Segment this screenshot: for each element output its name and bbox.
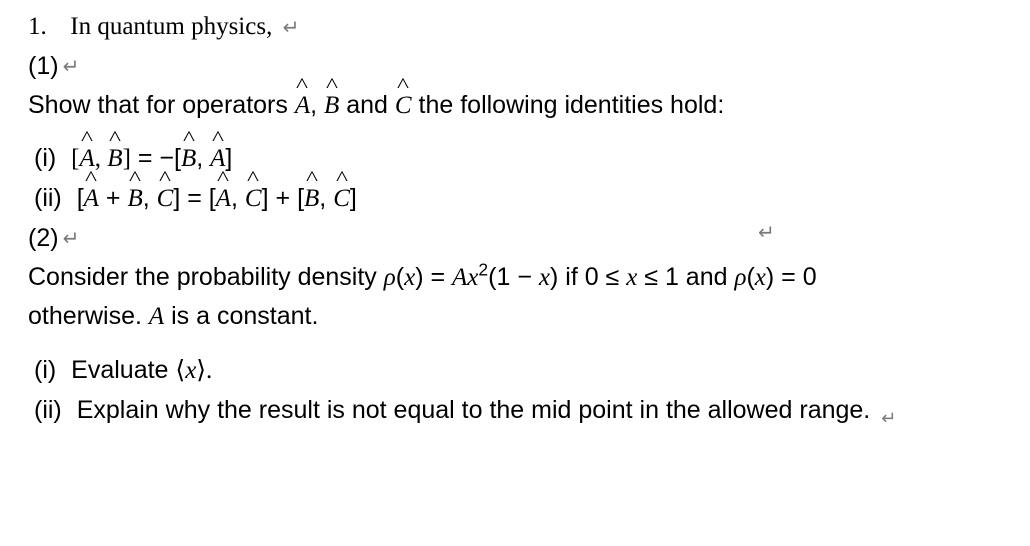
part-2-item-ii: (ii) Explain why the result is not equal… bbox=[28, 391, 1012, 430]
math-text: , bbox=[319, 184, 333, 212]
part-label-text: (1) bbox=[28, 52, 59, 80]
question-number: 1. bbox=[28, 8, 64, 47]
part-2-intro-line2: otherwise. A is a constant. bbox=[28, 297, 1012, 337]
item-text: Evaluate bbox=[71, 356, 175, 384]
part-1-label: (1)↵ bbox=[28, 47, 1012, 86]
identity-1: (i) [A, B] = −[B, A] bbox=[28, 139, 1012, 179]
intro-text: Consider the probability density bbox=[28, 263, 384, 291]
operator-b: B bbox=[127, 180, 142, 219]
item-text: Explain why the result is not equal to t… bbox=[77, 396, 871, 424]
math-x: x bbox=[467, 264, 478, 291]
math-text: ) bbox=[766, 263, 774, 291]
operator-b: B bbox=[181, 140, 196, 179]
paragraph-mark-icon: ↵ bbox=[59, 228, 80, 250]
item-label: (ii) bbox=[34, 396, 70, 424]
operator-b: B bbox=[324, 87, 339, 126]
item-label: (ii) bbox=[34, 184, 70, 212]
question-heading: 1. In quantum physics, ↵ bbox=[28, 8, 1012, 47]
intro-text: is a constant. bbox=[164, 302, 318, 330]
math-text: , bbox=[231, 184, 245, 212]
math-text: = bbox=[180, 184, 209, 212]
math-text: ) bbox=[415, 263, 423, 291]
operator-c: C bbox=[333, 180, 350, 219]
cursor-mark-icon: ↵ bbox=[877, 408, 896, 428]
separator: , bbox=[310, 91, 324, 119]
part-1-intro: Show that for operators A, B and C the f… bbox=[28, 86, 1012, 126]
math-a: A bbox=[452, 264, 467, 291]
math-text: + bbox=[269, 184, 298, 212]
angle-bracket-open: ⟨ bbox=[175, 357, 185, 384]
intro-text: Show that for operators bbox=[28, 91, 295, 119]
math-text: + bbox=[99, 184, 128, 212]
intro-text: otherwise. bbox=[28, 302, 149, 330]
math-exponent: 2 bbox=[478, 259, 488, 279]
paragraph-mark-icon: ↵ bbox=[59, 56, 80, 78]
math-text: ] bbox=[262, 184, 269, 212]
identity-2: (ii) [A + B, C] = [A, C] + [B, C] ↵ bbox=[28, 179, 1012, 219]
math-text: [ bbox=[297, 184, 304, 212]
operator-b: B bbox=[107, 140, 122, 179]
angle-bracket-close: ⟩. bbox=[196, 357, 212, 384]
math-x: x bbox=[539, 264, 550, 291]
math-text: if 0 ≤ bbox=[558, 263, 626, 291]
item-label: (i) bbox=[34, 356, 64, 384]
math-text: [ bbox=[77, 184, 84, 212]
math-x: x bbox=[626, 264, 637, 291]
math-a: A bbox=[149, 303, 164, 330]
math-text: = 0 bbox=[774, 263, 816, 291]
math-text: ≤ 1 and bbox=[637, 263, 734, 291]
part-2-label: (2)↵ bbox=[28, 219, 1012, 258]
math-text: ( bbox=[396, 263, 404, 291]
math-text: = bbox=[424, 263, 453, 291]
math-text: , bbox=[196, 144, 210, 172]
math-text: ] bbox=[350, 184, 357, 212]
math-text: [ bbox=[209, 184, 216, 212]
math-x: x bbox=[404, 264, 415, 291]
operator-a: A bbox=[84, 180, 99, 219]
operator-c: C bbox=[395, 87, 412, 126]
intro-text: the following identities hold: bbox=[412, 91, 725, 119]
math-x: x bbox=[185, 357, 196, 384]
math-text: [ bbox=[71, 145, 79, 172]
separator: and bbox=[339, 91, 395, 119]
part-2-item-i: (i) Evaluate ⟨x⟩. bbox=[28, 351, 1012, 391]
operator-c: C bbox=[245, 180, 262, 219]
question-title: In quantum physics, bbox=[70, 13, 272, 40]
math-rho: ρ bbox=[384, 264, 396, 291]
operator-a: A bbox=[216, 180, 231, 219]
math-text: (1 − bbox=[488, 263, 539, 291]
operator-a: A bbox=[295, 87, 310, 126]
math-text: ( bbox=[746, 263, 754, 291]
item-label: (i) bbox=[34, 144, 64, 172]
paragraph-mark-icon: ↵ bbox=[279, 17, 300, 39]
math-text: , bbox=[143, 184, 157, 212]
operator-b: B bbox=[304, 180, 319, 219]
part-2-intro: Consider the probability density ρ(x) = … bbox=[28, 258, 1012, 298]
math-rho: ρ bbox=[734, 264, 746, 291]
operator-c: C bbox=[157, 180, 174, 219]
math-x: x bbox=[755, 264, 766, 291]
part-label-text: (2) bbox=[28, 224, 59, 252]
